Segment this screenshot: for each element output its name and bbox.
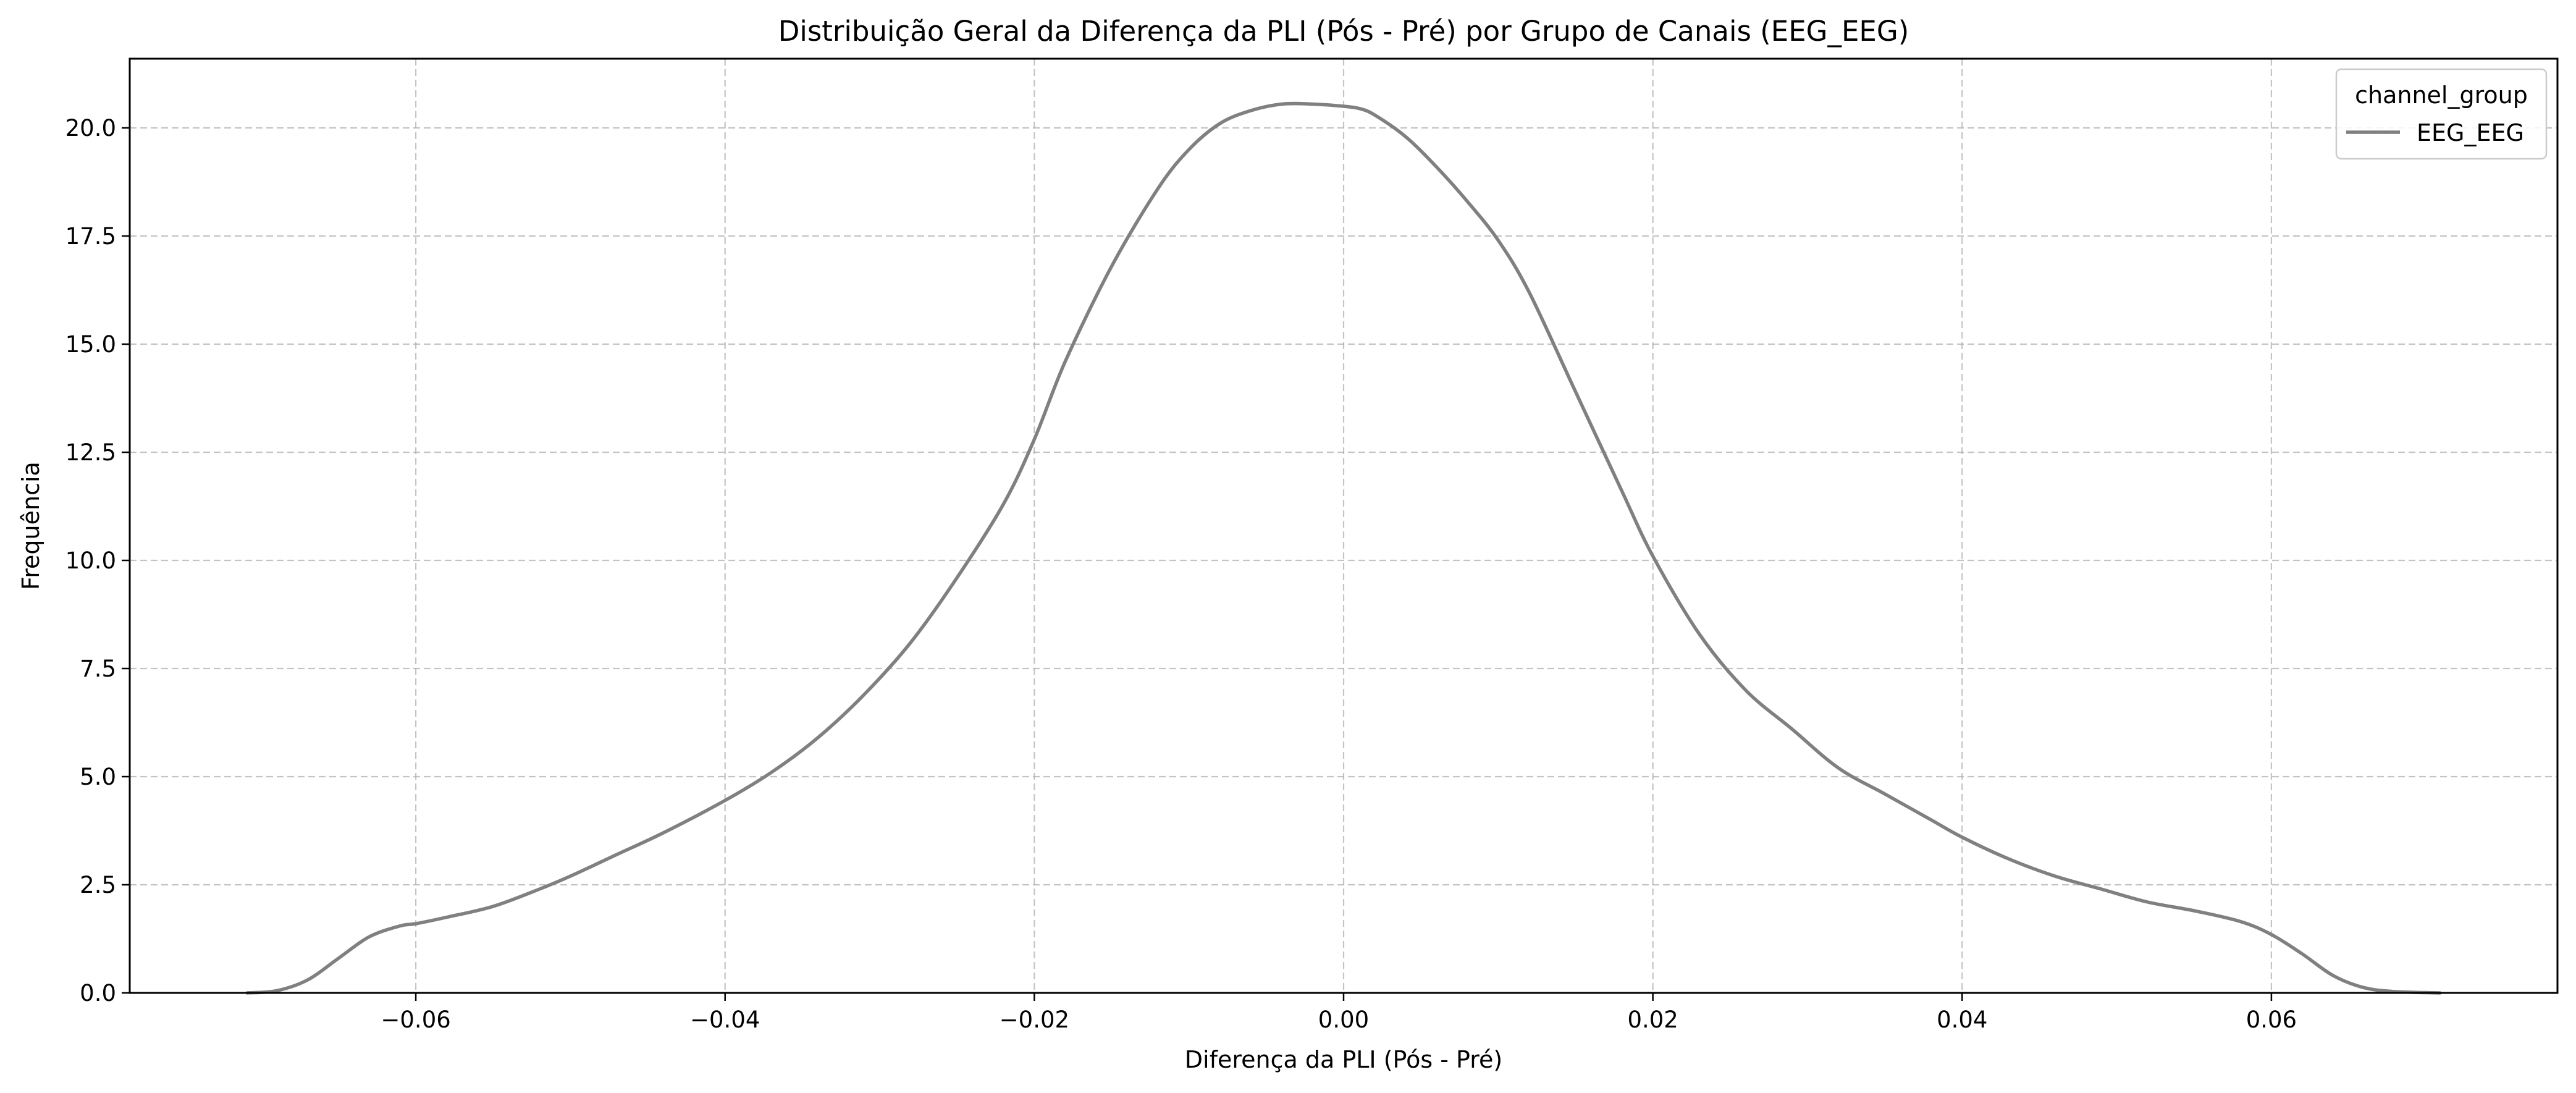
y-tick-label: 7.5 <box>80 656 116 682</box>
y-tick-label: 0.0 <box>80 980 116 1006</box>
chart-title: Distribuição Geral da Diferença da PLI (… <box>778 15 1909 48</box>
y-axis-ticks: 0.0 2.5 5.0 7.5 10.0 12.5 15.0 17.5 20.0 <box>65 115 130 1006</box>
y-tick-label: 20.0 <box>65 115 116 141</box>
x-axis-ticks: −0.06 −0.04 −0.02 0.00 0.02 0.04 0.06 <box>381 993 2297 1033</box>
x-tick-label: 0.02 <box>1627 1006 1678 1033</box>
legend-label-eeg-eeg: EEG_EEG <box>2417 119 2524 146</box>
x-tick-label: −0.06 <box>381 1006 450 1033</box>
y-tick-label: 17.5 <box>65 223 116 250</box>
y-tick-label: 15.0 <box>65 331 116 358</box>
x-tick-label: 0.06 <box>2246 1006 2297 1033</box>
legend-title: channel_group <box>2355 82 2528 109</box>
x-tick-label: 0.04 <box>1937 1006 1987 1033</box>
y-tick-label: 10.0 <box>65 547 116 574</box>
y-tick-label: 5.0 <box>80 764 116 790</box>
x-axis-label: Diferença da PLI (Pós - Pré) <box>1185 1046 1502 1073</box>
legend: channel_group EEG_EEG <box>2335 68 2548 160</box>
y-tick-label: 12.5 <box>65 439 116 466</box>
x-tick-label: 0.00 <box>1318 1006 1369 1033</box>
y-axis-label: Frequência <box>17 462 44 590</box>
y-tick-label: 2.5 <box>80 872 116 898</box>
grid-lines <box>130 59 2557 993</box>
legend-box <box>2335 68 2548 160</box>
series-line-eeg-eeg <box>245 101 2442 995</box>
x-tick-label: −0.04 <box>690 1006 760 1033</box>
x-tick-label: −0.02 <box>1000 1006 1069 1033</box>
